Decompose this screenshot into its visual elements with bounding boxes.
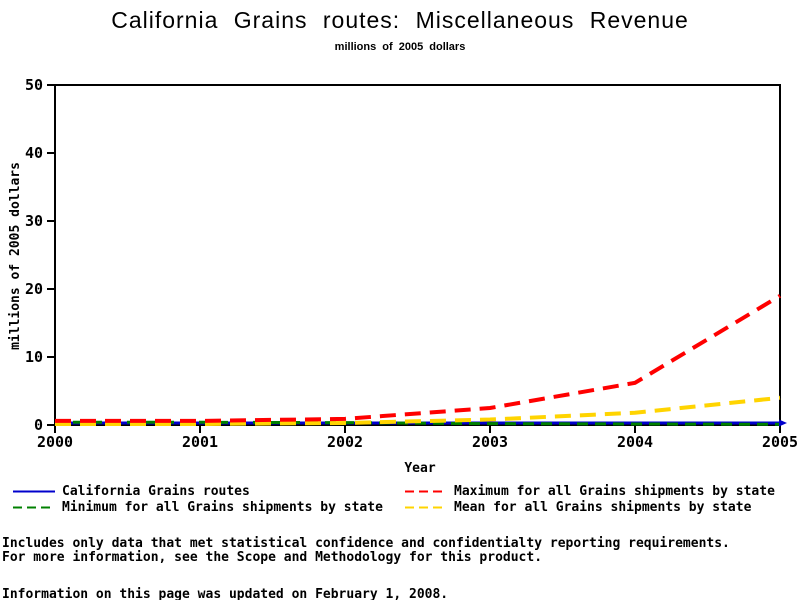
footnote-line-2: For more information, see the Scope and … <box>2 550 543 565</box>
y-tick-label: 0 <box>34 416 43 434</box>
x-tick-label: 2003 <box>472 433 508 451</box>
footnote-line-1: Includes only data that met statistical … <box>2 536 730 551</box>
y-tick-label: 50 <box>25 76 43 94</box>
y-tick-label: 10 <box>25 348 43 366</box>
series-line-2 <box>55 294 782 423</box>
legend-line-sample-solid-blue <box>13 490 55 493</box>
x-tick-label: 2001 <box>182 433 218 451</box>
legend-item-maximum-shipments: Maximum for all Grains shipments by stat… <box>405 484 775 499</box>
legend-line-sample-dashed-green <box>13 506 55 509</box>
chart-subtitle: millions of 2005 dollars <box>334 41 466 53</box>
x-tick-label: 2000 <box>37 433 73 451</box>
series-line-3 <box>55 395 781 426</box>
footnote-line-3: Information on this page was updated on … <box>2 587 449 600</box>
legend-label: Maximum for all Grains shipments by stat… <box>454 484 775 499</box>
x-tick-label: 2002 <box>327 433 363 451</box>
y-tick-label: 40 <box>25 144 43 162</box>
legend-label: Minimum for all Grains shipments by stat… <box>62 500 383 515</box>
legend-item-minimum-shipments: Minimum for all Grains shipments by stat… <box>13 500 383 515</box>
y-tick-label: 20 <box>25 280 43 298</box>
x-axis-title: Year <box>404 461 436 476</box>
legend-item-california-grains-routes: California Grains routes <box>13 484 250 499</box>
series-end-arrow <box>779 419 787 427</box>
legend-line-sample-dashed-red <box>405 490 447 493</box>
axis-frame <box>54 84 781 426</box>
y-tick-label: 30 <box>25 212 43 230</box>
legend-label: Mean for all Grains shipments by state <box>454 500 752 515</box>
x-tick-label: 2005 <box>762 433 798 451</box>
x-tick-label: 2004 <box>617 433 653 451</box>
plot-area: 0 10 20 30 40 50 2000 2001 2002 2003 2004 2005 <box>25 76 798 451</box>
legend-label: California Grains routes <box>62 484 250 499</box>
legend-item-mean-shipments: Mean for all Grains shipments by state <box>405 500 751 515</box>
legend-line-sample-dashed-yellow <box>405 506 447 509</box>
chart-title: California Grains routes: Miscellaneous … <box>111 7 689 33</box>
